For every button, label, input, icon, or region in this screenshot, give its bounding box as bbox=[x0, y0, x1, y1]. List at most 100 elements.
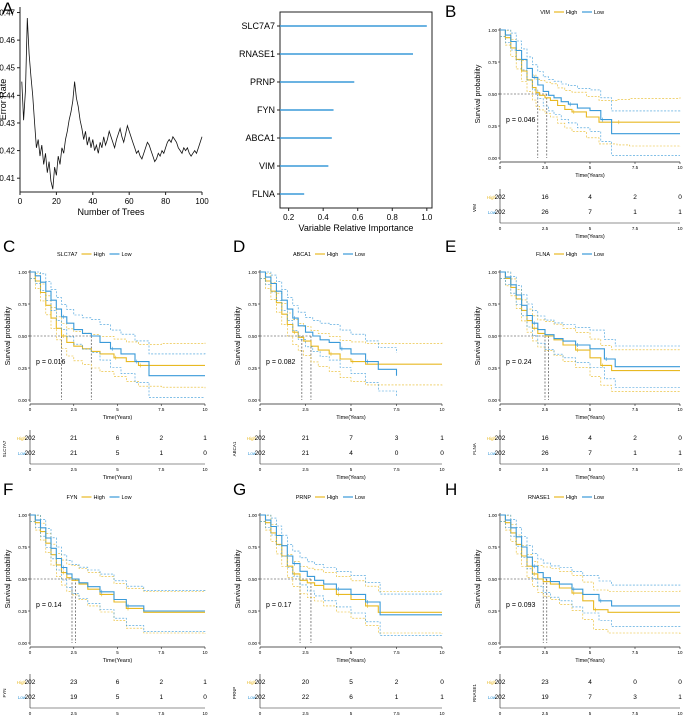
risk-count: 7 bbox=[588, 209, 592, 216]
ci-upper-high bbox=[260, 271, 443, 344]
legend-gene: ABCA1 bbox=[293, 252, 311, 258]
risk-x-tick-label: 0 bbox=[29, 467, 32, 472]
risk-count: 2 bbox=[633, 194, 637, 201]
risk-x-tick-label: 5 bbox=[589, 467, 592, 472]
risk-count: 202 bbox=[255, 450, 266, 457]
risk-row-label: Low bbox=[488, 695, 497, 700]
panel-letter: D bbox=[233, 237, 245, 256]
risk-count: 6 bbox=[116, 435, 120, 442]
risk-count: 5 bbox=[116, 694, 120, 701]
y-tick-label: 0.46 bbox=[0, 36, 16, 45]
risk-count: 22 bbox=[302, 694, 310, 701]
y-tick-label: 0.25 bbox=[248, 366, 257, 371]
risk-count: 1 bbox=[440, 435, 444, 442]
risk-x-tick-label: 10 bbox=[439, 711, 445, 715]
x-tick-label: 5 bbox=[350, 407, 353, 412]
survival-curve-low bbox=[30, 514, 205, 612]
risk-x-tick-label: 10 bbox=[677, 226, 683, 231]
risk-count: 202 bbox=[25, 435, 36, 442]
y-tick-label: 0.43 bbox=[0, 119, 16, 128]
risk-count: 0 bbox=[203, 694, 207, 701]
category-label: RNASE1 bbox=[239, 49, 275, 59]
ci-upper-low bbox=[260, 514, 443, 595]
x-tick-label: 2.5 bbox=[71, 407, 78, 412]
risk-row-label: High bbox=[247, 436, 257, 441]
risk-count: 19 bbox=[541, 694, 549, 701]
x-tick-label: 0 bbox=[259, 650, 262, 655]
x-axis-title: Time(Years) bbox=[103, 658, 133, 664]
risk-row-label: Low bbox=[248, 451, 257, 456]
risk-row-label: High bbox=[487, 195, 497, 200]
km-panel-fyn: F FYN High Low 0.00 0.25 0.50 0.75 1.00 0 2.5 5 7.5 1… bbox=[2, 480, 208, 715]
x-axis-title: Time(Years) bbox=[336, 658, 366, 664]
legend-gene: FLNA bbox=[536, 252, 550, 258]
p-value-label: p = 0.093 bbox=[506, 602, 535, 609]
y-tick-label: 0.50 bbox=[18, 334, 27, 339]
p-value-label: p = 0.24 bbox=[506, 359, 532, 366]
x-tick-label: 2.5 bbox=[302, 650, 309, 655]
y-tick-label: 0.00 bbox=[248, 641, 257, 646]
km-panel-prnp: G PRNP High Low 0.00 0.25 0.50 0.75 1.00 0 2.5 5 7.5… bbox=[232, 480, 445, 715]
y-tick-label: 0.75 bbox=[488, 302, 497, 307]
ci-lower-low bbox=[30, 278, 205, 398]
x-tick-label: 20 bbox=[52, 197, 61, 206]
ci-lower-high bbox=[260, 278, 443, 386]
x-tick-label: 7.5 bbox=[393, 650, 400, 655]
x-axis-title: Time(Years) bbox=[575, 173, 605, 179]
x-tick-label: 0 bbox=[499, 165, 502, 170]
panel-letter: H bbox=[445, 480, 457, 499]
legend-gene: RNASE1 bbox=[528, 495, 550, 501]
y-tick-label: 0.25 bbox=[18, 609, 27, 614]
risk-x-axis-title: Time(Years) bbox=[103, 475, 133, 481]
km-panel-vim: B VIM High Low 0.00 0.25 0.50 0.75 1.00 0 2.5 5 7.5 1… bbox=[445, 2, 683, 240]
risk-count: 202 bbox=[495, 679, 506, 686]
legend-high-label: High bbox=[566, 252, 577, 258]
risk-count: 1 bbox=[395, 694, 399, 701]
risk-row-label: High bbox=[17, 436, 27, 441]
y-axis-title: Survival probability bbox=[475, 306, 482, 365]
x-tick-label: 10 bbox=[202, 407, 208, 412]
x-tick-label: 0.8 bbox=[387, 213, 399, 222]
y-tick-label: 0.25 bbox=[18, 366, 27, 371]
x-tick-label: 0 bbox=[29, 650, 32, 655]
risk-count: 21 bbox=[70, 435, 78, 442]
legend-low-label: Low bbox=[355, 252, 365, 258]
y-axis-title: Survival probability bbox=[235, 549, 242, 608]
risk-count: 3 bbox=[633, 694, 637, 701]
ci-upper-low bbox=[30, 514, 206, 591]
x-tick-label: 7.5 bbox=[632, 165, 639, 170]
risk-x-tick-label: 2.5 bbox=[542, 226, 549, 231]
risk-table-gene-label: RNASE1 bbox=[472, 684, 477, 703]
x-tick-label: 1.0 bbox=[421, 213, 433, 222]
survival-curve-low bbox=[260, 271, 398, 376]
ci-lower-high bbox=[500, 36, 681, 147]
risk-row-label: Low bbox=[18, 695, 27, 700]
y-tick-label: 1.00 bbox=[248, 270, 257, 275]
y-tick-label: 0.25 bbox=[248, 609, 257, 614]
risk-count: 1 bbox=[159, 694, 163, 701]
y-tick-label: 0.75 bbox=[488, 545, 497, 550]
y-tick-label: 0.50 bbox=[488, 334, 497, 339]
risk-count: 202 bbox=[25, 679, 36, 686]
y-tick-label: 1.00 bbox=[18, 513, 27, 518]
panel-letter: B bbox=[445, 2, 456, 21]
y-tick-label: 0.45 bbox=[0, 64, 16, 73]
y-tick-label: 0.00 bbox=[18, 398, 27, 403]
risk-count: 202 bbox=[495, 435, 506, 442]
y-axis-title: Survival probability bbox=[5, 306, 12, 365]
y-tick-label: 0.50 bbox=[248, 577, 257, 582]
y-tick-label: 0.75 bbox=[18, 545, 27, 550]
risk-x-axis-title: Time(Years) bbox=[575, 234, 605, 240]
risk-count: 16 bbox=[541, 435, 549, 442]
risk-count: 2 bbox=[159, 679, 163, 686]
x-tick-label: 60 bbox=[125, 197, 134, 206]
x-tick-label: 10 bbox=[677, 650, 683, 655]
risk-x-tick-label: 7.5 bbox=[632, 467, 639, 472]
x-tick-label: 0 bbox=[18, 197, 23, 206]
legend-low-label: Low bbox=[594, 495, 604, 501]
risk-table-gene-label: SLC7A7 bbox=[2, 440, 7, 457]
survival-curve-low bbox=[500, 29, 680, 135]
risk-count: 202 bbox=[255, 679, 266, 686]
risk-x-tick-label: 0 bbox=[499, 467, 502, 472]
panel-letter: C bbox=[3, 237, 15, 256]
